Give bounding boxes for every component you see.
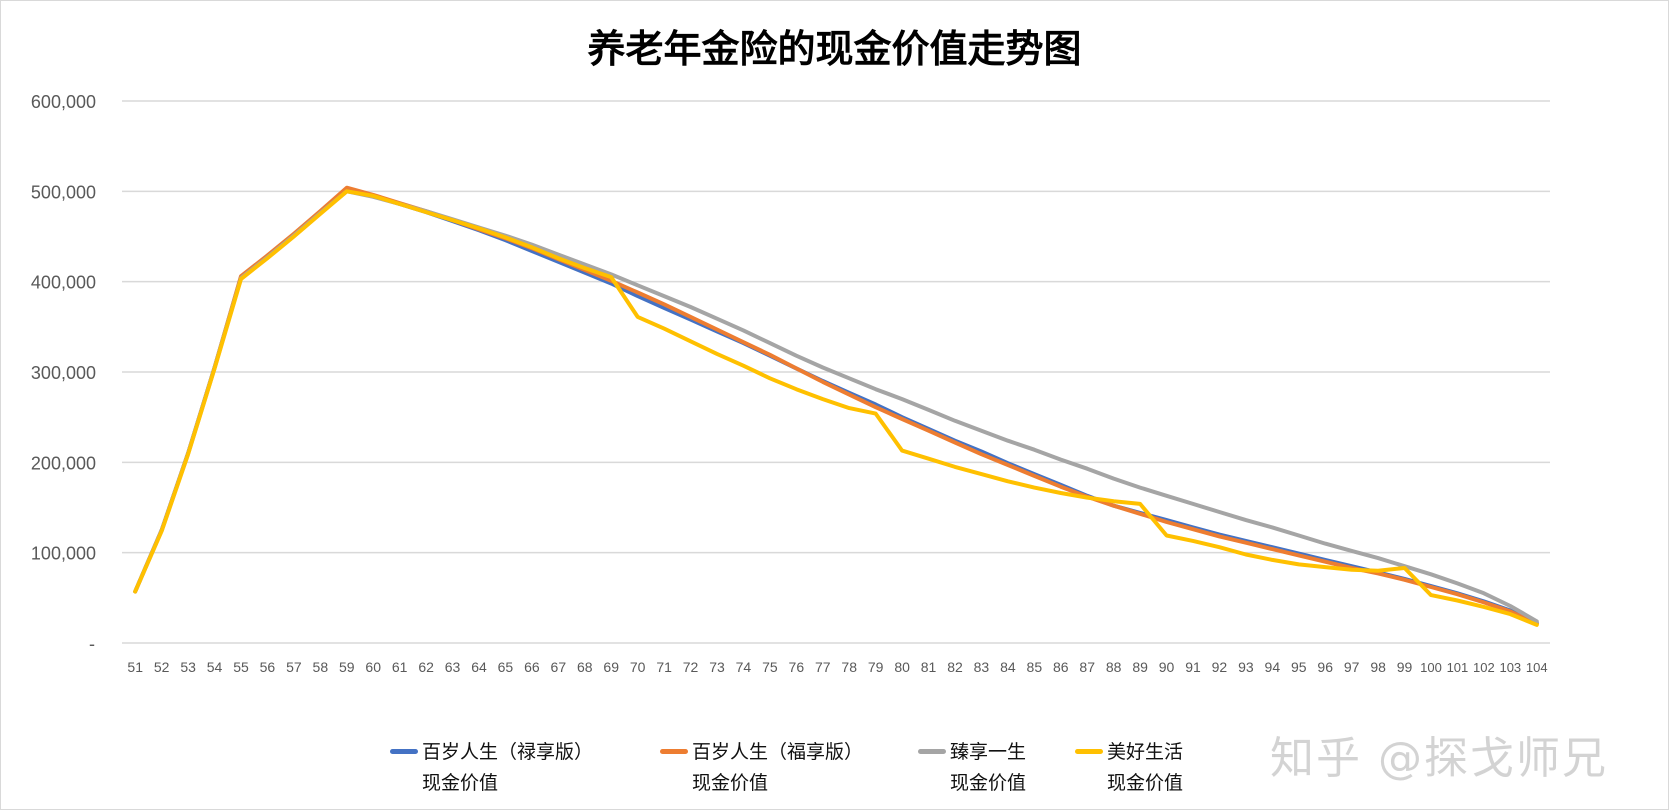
legend-swatch (918, 749, 946, 754)
y-tick-label: 100,000 (31, 544, 96, 564)
x-tick-label: 69 (603, 659, 619, 675)
legend-swatch (390, 749, 418, 754)
legend-label-2: 现金价值 (422, 772, 499, 794)
legend-item-zhenxiang: 臻享一生 现金价值 (918, 737, 1026, 799)
x-tick-label: 88 (1106, 659, 1122, 675)
x-tick-label: 85 (1027, 659, 1043, 675)
x-tick-label: 81 (921, 659, 937, 675)
x-tick-label: 61 (392, 659, 408, 675)
x-tick-label: 72 (683, 659, 699, 675)
x-tick-label: 75 (762, 659, 778, 675)
x-tick-label: 80 (894, 659, 910, 675)
x-tick-label: 74 (736, 659, 752, 675)
legend-label-2: 现金价值 (692, 772, 769, 794)
y-tick-label: 200,000 (31, 453, 96, 473)
x-tick-label: 82 (947, 659, 963, 675)
y-tick-label: 600,000 (31, 92, 96, 112)
y-tick-label: - (89, 634, 95, 654)
series-line-2 (133, 189, 1539, 624)
watermark: 知乎 @探戈师兄 (1270, 733, 1608, 784)
x-tick-label: 66 (524, 659, 540, 675)
y-tick-label: 400,000 (31, 273, 96, 293)
x-tick-label: 64 (471, 659, 487, 675)
legend-item-fuxiang: 百岁人生（福享版） 现金价值 (660, 737, 863, 799)
y-tick-label: 500,000 (31, 182, 96, 202)
x-tick-label: 87 (1079, 659, 1095, 675)
legend-swatch (660, 749, 688, 754)
x-tick-label: 84 (1000, 659, 1016, 675)
legend-item-luxiang: 百岁人生（禄享版） 现金价值 (390, 737, 593, 799)
legend-label-2: 现金价值 (1107, 772, 1184, 794)
x-tick-label: 92 (1212, 659, 1228, 675)
legend-label: 百岁人生（禄享版） (422, 741, 594, 763)
x-tick-label: 97 (1344, 659, 1360, 675)
chart-title: 养老年金险的现金价值走势图 (587, 27, 1082, 71)
x-tick-label: 60 (365, 659, 381, 675)
x-tick-label: 67 (551, 659, 567, 675)
legend-label: 百岁人生（福享版） (692, 741, 864, 763)
x-tick-label: 104 (1526, 660, 1548, 675)
x-tick-label: 68 (577, 659, 593, 675)
x-tick-label: 52 (154, 659, 170, 675)
x-tick-label: 73 (709, 659, 725, 675)
legend-swatch (1075, 749, 1103, 754)
x-tick-label: 100 (1420, 660, 1442, 675)
x-tick-label: 93 (1238, 659, 1254, 675)
x-tick-label: 79 (868, 659, 884, 675)
x-tick-label: 51 (127, 659, 143, 675)
x-tick-label: 89 (1132, 659, 1148, 675)
x-tick-label: 65 (498, 659, 514, 675)
x-tick-label: 95 (1291, 659, 1307, 675)
x-tick-label: 99 (1397, 659, 1413, 675)
x-tick-label: 86 (1053, 659, 1069, 675)
x-tick-label: 96 (1317, 659, 1333, 675)
x-tick-label: 94 (1265, 659, 1281, 675)
x-tick-label: 54 (207, 659, 223, 675)
x-tick-label: 53 (180, 659, 196, 675)
x-tick-label: 77 (815, 659, 831, 675)
legend-item-meihao: 美好生活 现金价值 (1075, 737, 1183, 799)
legend-label: 美好生活 (1107, 741, 1184, 763)
x-tick-label: 62 (418, 659, 434, 675)
x-tick-label: 58 (313, 659, 329, 675)
x-tick-label: 102 (1473, 660, 1495, 675)
x-tick-label: 55 (233, 659, 249, 675)
x-tick-label: 71 (656, 659, 672, 675)
x-tick-label: 98 (1370, 659, 1386, 675)
x-tick-label: 78 (841, 659, 857, 675)
x-tick-label: 101 (1447, 660, 1469, 675)
series-line-3 (133, 189, 1539, 627)
x-tick-label: 70 (630, 659, 646, 675)
x-tick-label: 63 (445, 659, 461, 675)
x-tick-label: 57 (286, 659, 302, 675)
x-tick-label: 59 (339, 659, 355, 675)
x-tick-label: 76 (789, 659, 805, 675)
legend-label: 臻享一生 (950, 741, 1027, 763)
y-tick-label: 300,000 (31, 363, 96, 383)
x-tick-label: 83 (974, 659, 990, 675)
series-line-0 (133, 186, 1539, 626)
x-tick-label: 90 (1159, 659, 1175, 675)
legend-label-2: 现金价值 (950, 772, 1027, 794)
x-tick-label: 103 (1499, 660, 1521, 675)
x-tick-label: 91 (1185, 659, 1201, 675)
x-tick-label: 56 (260, 659, 276, 675)
